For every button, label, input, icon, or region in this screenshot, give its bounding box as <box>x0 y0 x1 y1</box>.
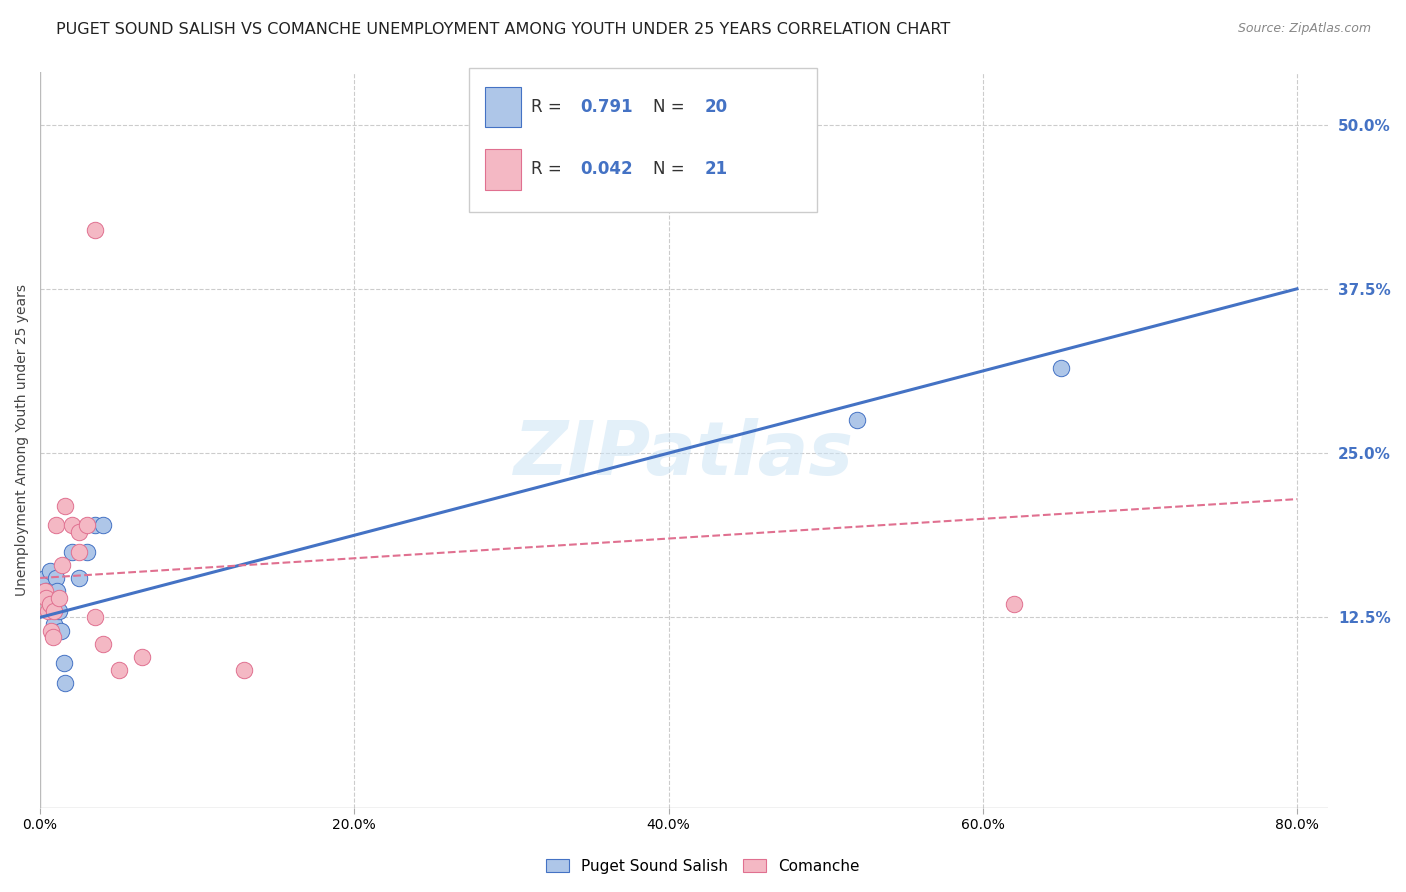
Point <box>67 544 90 558</box>
Point <box>60 544 83 558</box>
Point <box>67 524 90 539</box>
Point <box>37 604 59 618</box>
Point <box>41 630 63 644</box>
Text: 0.791: 0.791 <box>579 98 633 116</box>
Point <box>44 617 66 632</box>
Point <box>60 518 83 533</box>
Point <box>45 571 67 585</box>
Text: ZIPatlas: ZIPatlas <box>515 418 855 491</box>
Point <box>39 597 62 611</box>
Point <box>44 604 66 618</box>
Text: R =: R = <box>531 98 567 116</box>
Point <box>45 518 67 533</box>
Point <box>233 663 256 677</box>
Text: PUGET SOUND SALISH VS COMANCHE UNEMPLOYMENT AMONG YOUTH UNDER 25 YEARS CORRELATI: PUGET SOUND SALISH VS COMANCHE UNEMPLOYM… <box>56 22 950 37</box>
Point <box>84 610 107 624</box>
Text: 0.042: 0.042 <box>579 161 633 178</box>
Point <box>76 518 98 533</box>
Point <box>35 591 58 605</box>
Text: N =: N = <box>654 161 690 178</box>
Point <box>1050 360 1073 375</box>
Point <box>46 584 69 599</box>
Text: R =: R = <box>531 161 567 178</box>
Point <box>131 649 153 664</box>
Text: 20: 20 <box>704 98 728 116</box>
Point <box>34 584 56 599</box>
Point <box>39 624 62 638</box>
Point <box>48 591 70 605</box>
Text: N =: N = <box>654 98 690 116</box>
FancyBboxPatch shape <box>485 149 520 190</box>
Point <box>35 584 58 599</box>
Point <box>84 518 107 533</box>
Point <box>34 571 56 585</box>
Point <box>51 558 73 572</box>
Point <box>67 571 90 585</box>
Y-axis label: Unemployment Among Youth under 25 years: Unemployment Among Youth under 25 years <box>15 284 30 596</box>
Text: 21: 21 <box>704 161 728 178</box>
Point <box>38 565 60 579</box>
Point <box>84 222 107 236</box>
FancyBboxPatch shape <box>470 69 817 211</box>
Point <box>846 413 869 427</box>
Point <box>107 663 129 677</box>
Point <box>91 637 114 651</box>
Point <box>37 591 59 605</box>
Point <box>91 518 114 533</box>
Legend: Puget Sound Salish, Comanche: Puget Sound Salish, Comanche <box>540 853 866 880</box>
Text: Source: ZipAtlas.com: Source: ZipAtlas.com <box>1237 22 1371 36</box>
Point <box>53 676 76 690</box>
Point <box>49 624 72 638</box>
Point <box>76 544 98 558</box>
Point <box>38 597 60 611</box>
Point <box>52 657 75 671</box>
Point <box>41 604 63 618</box>
FancyBboxPatch shape <box>485 87 520 128</box>
Point <box>53 499 76 513</box>
Point <box>1002 597 1025 611</box>
Point <box>48 604 70 618</box>
